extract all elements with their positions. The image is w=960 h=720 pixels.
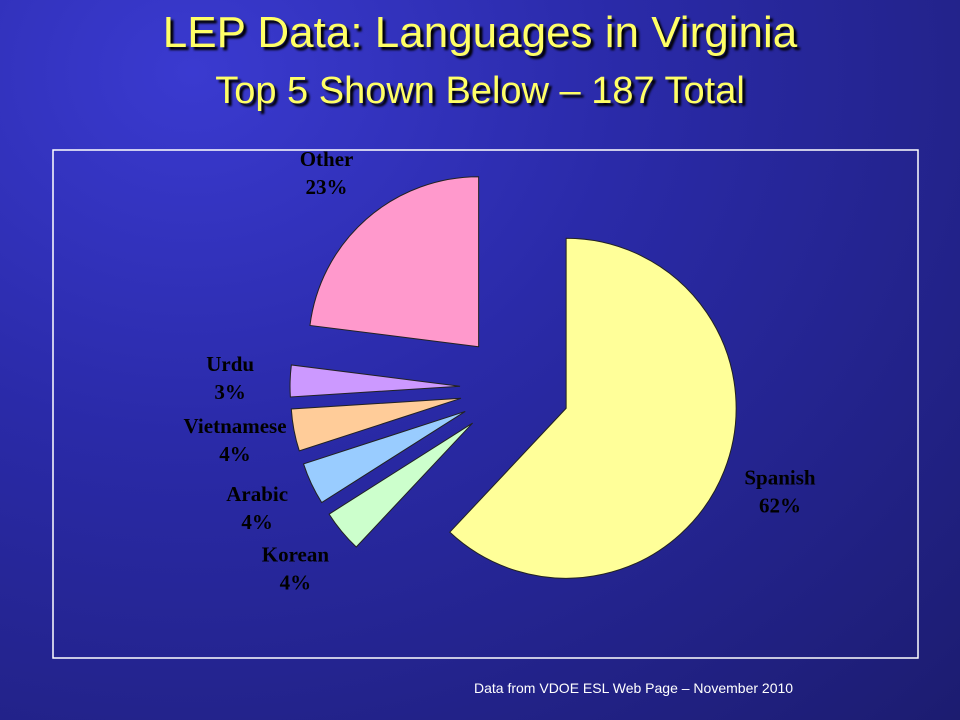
slice-value-label: 62% bbox=[759, 494, 801, 518]
slice-label: Arabic bbox=[226, 482, 288, 506]
plot-frame bbox=[52, 149, 919, 659]
slice-label: Korean bbox=[262, 542, 330, 566]
pie-slice bbox=[289, 364, 461, 398]
source-note: Data from VDOE ESL Web Page – November 2… bbox=[474, 680, 794, 696]
pie-slice bbox=[449, 237, 737, 579]
pie-slice bbox=[309, 176, 480, 348]
pie-slice bbox=[328, 422, 473, 548]
slice-value-label: 4% bbox=[219, 442, 251, 466]
slice-value-label: 3% bbox=[214, 380, 246, 404]
chart-title: LEP Data: Languages in Virginia bbox=[162, 8, 798, 57]
slice-value-label: 4% bbox=[280, 570, 312, 594]
slice-label: Vietnamese bbox=[184, 414, 287, 438]
slice-label: Spanish bbox=[744, 466, 816, 490]
pie-slice bbox=[302, 410, 466, 504]
pie-slice bbox=[290, 397, 462, 452]
slice-value-label: 4% bbox=[241, 510, 273, 534]
slice-label: Other bbox=[300, 147, 354, 171]
slice-value-label: 23% bbox=[306, 175, 348, 199]
slice-label: Urdu bbox=[206, 352, 254, 376]
chart-subtitle: Top 5 Shown Below – 187 Total bbox=[215, 70, 745, 112]
